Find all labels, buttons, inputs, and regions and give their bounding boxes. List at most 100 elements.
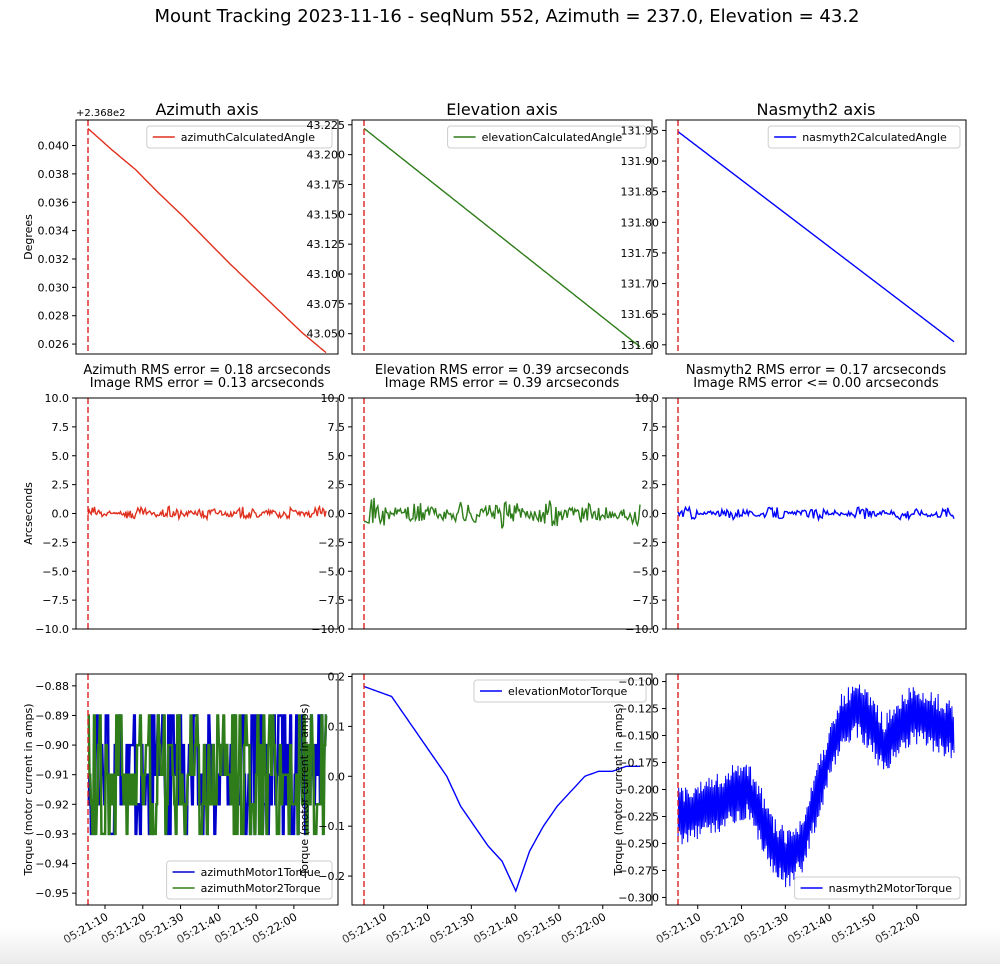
- y-tick-label: −2.5: [42, 536, 69, 549]
- axes-frame: [351, 397, 653, 630]
- y-tick-label: 2.5: [52, 479, 70, 492]
- y-tick-label: 0.0: [52, 508, 70, 521]
- y-tick-label: 131.90: [621, 155, 660, 168]
- subplot-r0-c0: Azimuth axis Degrees +2.368e2 0.026 0.028 0.0…: [22, 100, 339, 355]
- series-line: [363, 497, 641, 529]
- legend-label: nasmyth2MotorTorque: [829, 882, 953, 895]
- subplot-r1-c1: Elevation RMS error = 0.39 arcseconds Im…: [311, 363, 653, 636]
- series-line: [87, 504, 327, 522]
- y-tick-label: 43.075: [307, 298, 346, 311]
- y-axis-label: Torque (motor current in amps): [298, 703, 311, 876]
- y-tick-label: 131.85: [621, 186, 660, 199]
- series-line: [677, 131, 955, 343]
- y-tick-label: 0.034: [38, 225, 70, 238]
- x-tick-label: 05:21:40: [785, 910, 834, 946]
- y-tick-label: −5.0: [632, 565, 659, 578]
- x-tick-label: 05:21:20: [384, 910, 433, 946]
- subplot-title: Azimuth RMS error = 0.18 arcseconds: [83, 363, 331, 378]
- axes-frame: [665, 119, 967, 355]
- series-line: [87, 127, 327, 354]
- y-tick-label: −0.2: [318, 870, 345, 883]
- y-tick-label: −0.175: [618, 757, 659, 770]
- y-tick-label: −0.90: [35, 739, 69, 752]
- y-tick-label: −5.0: [318, 565, 345, 578]
- y-tick-label: −0.100: [618, 676, 659, 689]
- y-tick-label: 0.032: [38, 253, 70, 266]
- y-tick-label: 5.0: [328, 450, 346, 463]
- y-tick-label: 10.0: [45, 392, 70, 405]
- y-axis-label: Torque (motor current in amps): [22, 703, 35, 876]
- y-tick-label: −0.150: [618, 730, 659, 743]
- axes-frame: [351, 673, 653, 906]
- subplot-title: Nasmyth2 RMS error = 0.17 arcseconds: [686, 363, 946, 378]
- y-offset-label: +2.368e2: [76, 108, 126, 119]
- axes-frame: [75, 673, 339, 906]
- y-axis-label: Torque (motor current in amps): [612, 703, 625, 876]
- y-tick-label: 43.225: [307, 119, 346, 132]
- subplot-title: Image RMS error = 0.39 arcseconds: [385, 376, 620, 391]
- subplot-r2-c0: Torque (motor current in amps)−0.95−0.94…: [22, 673, 339, 946]
- y-tick-label: 7.5: [642, 421, 660, 434]
- legend-label: azimuthMotor1Torque: [201, 866, 321, 879]
- subplot-r2-c1: Torque (motor current in amps) −0.2 −0.1 0.…: [298, 670, 653, 946]
- y-tick-label: −5.0: [42, 565, 69, 578]
- subplot-r0-c1: Elevation axis 43.050 43.075 43.100 43.125 43…: [307, 100, 653, 355]
- legend-label: elevationCalculatedAngle: [482, 131, 623, 144]
- y-tick-label: 131.95: [621, 124, 660, 137]
- y-tick-label: −2.5: [632, 536, 659, 549]
- y-tick-label: 0.038: [38, 168, 70, 181]
- axes-frame: [75, 119, 339, 355]
- y-tick-label: 43.150: [307, 208, 346, 221]
- legend-label: elevationMotorTorque: [508, 685, 628, 698]
- y-tick-label: 0.0: [328, 508, 346, 521]
- series-line: [677, 505, 955, 523]
- y-tick-label: −0.275: [618, 864, 659, 877]
- series-line: [677, 684, 955, 888]
- legend-label: azimuthCalculatedAngle: [181, 131, 315, 144]
- y-tick-label: −0.89: [35, 709, 69, 722]
- y-axis-label: Degrees: [22, 214, 35, 260]
- y-tick-label: −7.5: [632, 594, 659, 607]
- y-tick-label: 131.60: [621, 339, 660, 352]
- y-tick-label: 0.028: [38, 310, 70, 323]
- x-tick-label: 05:21:40: [471, 910, 520, 946]
- y-tick-label: −0.88: [35, 680, 69, 693]
- y-tick-label: −0.300: [618, 891, 659, 904]
- y-tick-label: 131.75: [621, 247, 660, 260]
- x-tick-label: 05:22:00: [873, 910, 922, 946]
- subplot-title: Image RMS error = 0.13 arcseconds: [90, 376, 325, 391]
- y-tick-label: −0.225: [618, 810, 659, 823]
- y-tick-label: −0.92: [35, 798, 69, 811]
- figure-suptitle: Mount Tracking 2023-11-16 - seqNum 552, …: [154, 6, 859, 27]
- y-tick-label: 0.026: [38, 338, 70, 351]
- y-tick-label: 2.5: [642, 479, 660, 492]
- legend: elevationMotorTorque: [473, 679, 647, 703]
- axes-frame: [75, 397, 339, 630]
- y-tick-label: −0.250: [618, 837, 659, 850]
- y-tick-label: 0.0: [328, 770, 346, 783]
- x-tick-label: 05:21:10: [654, 910, 703, 946]
- y-tick-label: 2.5: [328, 479, 346, 492]
- x-tick-label: 05:21:50: [515, 910, 564, 946]
- subplot-title: Elevation RMS error = 0.39 arcseconds: [375, 363, 629, 378]
- y-tick-label: 10.0: [635, 392, 660, 405]
- y-tick-label: 10.0: [321, 392, 346, 405]
- y-tick-label: 5.0: [52, 450, 70, 463]
- axes-frame: [665, 673, 967, 906]
- y-tick-label: 0.036: [38, 196, 70, 209]
- subplot-title: Elevation axis: [446, 100, 557, 119]
- y-tick-label: 0.030: [38, 281, 70, 294]
- y-tick-label: −0.1: [318, 820, 345, 833]
- series-line: [363, 127, 641, 348]
- y-tick-label: 43.050: [307, 328, 346, 341]
- legend: azimuthMotor1Torque azimuthMotor2Torque: [166, 860, 333, 900]
- y-tick-label: 0.1: [328, 720, 346, 733]
- y-tick-label: −0.200: [618, 784, 659, 797]
- y-tick-label: −10.0: [625, 623, 659, 636]
- y-tick-label: 43.125: [307, 238, 346, 251]
- subplot-title: Nasmyth2 axis: [757, 100, 876, 119]
- subplot-r1-c2: Nasmyth2 RMS error = 0.17 arcseconds Ima…: [625, 363, 967, 636]
- y-tick-label: 0.0: [642, 508, 660, 521]
- y-tick-label: −0.95: [35, 887, 69, 900]
